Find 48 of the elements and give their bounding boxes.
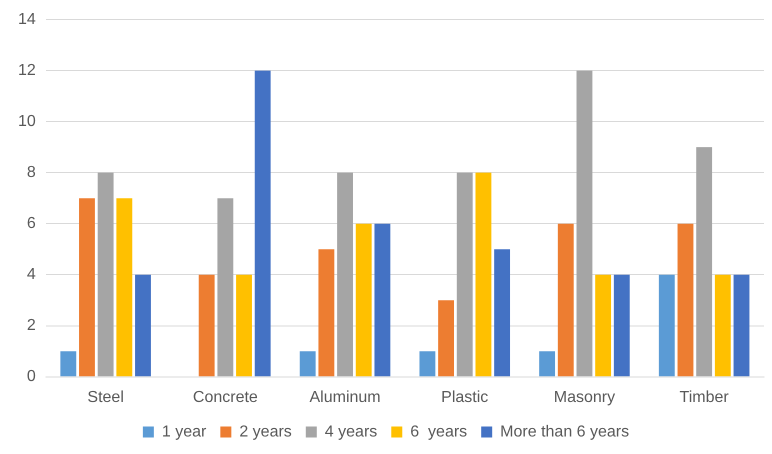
bar [236, 274, 252, 376]
bar [300, 351, 316, 376]
y-tick-label: 12 [18, 62, 36, 80]
bar [79, 198, 95, 376]
bar [198, 274, 215, 376]
bar [539, 351, 556, 376]
bar [658, 274, 675, 376]
bar [696, 147, 712, 376]
x-tick-label: Plastic [441, 388, 488, 406]
bar [494, 249, 510, 376]
y-tick-label: 8 [26, 164, 36, 182]
bar [714, 274, 731, 376]
x-tick-label: Concrete [192, 388, 258, 406]
x-tick-label: Aluminum [309, 388, 381, 406]
x-tick-label: Timber [680, 388, 730, 406]
bar [475, 172, 492, 376]
bar [356, 224, 372, 376]
bar [217, 198, 234, 376]
bar [318, 249, 334, 376]
bar [438, 300, 454, 376]
bar [116, 198, 132, 376]
legend-label: 4 years [324, 423, 378, 440]
bar [337, 172, 353, 376]
bar [456, 172, 473, 376]
x-tick-label: Steel [87, 388, 124, 406]
bar [595, 274, 612, 376]
bar [678, 224, 694, 376]
y-tick-label: 2 [26, 317, 36, 334]
bar [374, 224, 390, 376]
bar [135, 274, 151, 376]
bar [734, 274, 750, 376]
y-tick-label: 6 [26, 215, 36, 232]
legend-label: 2 years [239, 423, 292, 440]
x-tick-label: Masonry [554, 388, 616, 406]
legend-label: More than 6 years [500, 423, 630, 440]
bar [60, 351, 76, 376]
legend-label: 1 year [162, 423, 208, 440]
bar [558, 224, 574, 376]
y-tick-label: 14 [18, 11, 36, 28]
y-tick-label: 10 [18, 113, 36, 130]
bar [614, 274, 630, 376]
y-tick-label: 0 [26, 368, 36, 386]
bar [419, 351, 436, 376]
legend-label: 6 years [410, 423, 468, 440]
bar [254, 70, 271, 376]
y-tick-label: 4 [26, 266, 36, 284]
bar [98, 172, 114, 376]
bar [576, 70, 592, 376]
